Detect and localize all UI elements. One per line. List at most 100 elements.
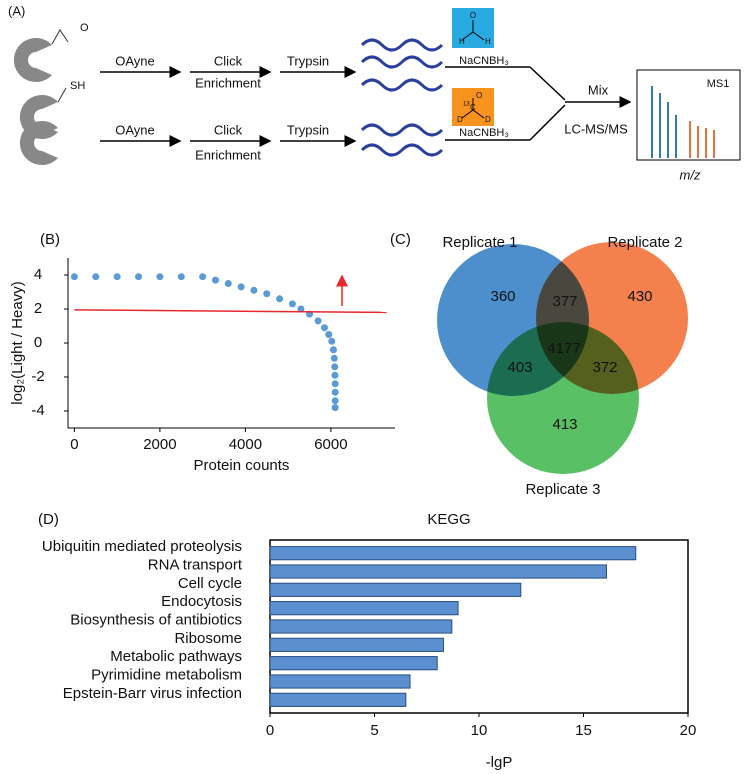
set-label: Replicate 2 bbox=[607, 234, 682, 251]
threshold-line bbox=[74, 309, 387, 314]
peptides bbox=[360, 38, 444, 157]
category-label: RNA transport bbox=[148, 556, 243, 573]
panel-a: (A) O SH OAyne Click Enrichment Trypsin … bbox=[8, 3, 741, 182]
atom: H bbox=[485, 37, 491, 46]
bar bbox=[269, 637, 444, 652]
x-tick-label: 0 bbox=[70, 436, 78, 453]
protein bbox=[19, 120, 59, 165]
category-label: Metabolic pathways bbox=[110, 648, 242, 665]
point bbox=[331, 404, 339, 412]
panel-label: (D) bbox=[38, 511, 59, 528]
region-count: 377 bbox=[552, 293, 577, 310]
y-tick-label: -2 bbox=[31, 368, 44, 385]
point bbox=[288, 300, 296, 308]
chart-title: KEGG bbox=[427, 511, 470, 528]
bar bbox=[269, 692, 407, 707]
reductant: NaCNBH₃ bbox=[459, 127, 509, 139]
category-label: Pyrimidine metabolism bbox=[91, 666, 242, 683]
bar bbox=[269, 674, 411, 689]
point bbox=[276, 295, 284, 303]
digest: Trypsin bbox=[287, 122, 329, 137]
set-circle bbox=[487, 322, 639, 474]
panel-label: (A) bbox=[8, 3, 25, 18]
point bbox=[330, 354, 338, 362]
point bbox=[320, 324, 328, 332]
y-tick-label: 4 bbox=[34, 266, 42, 283]
atom: O bbox=[476, 91, 482, 100]
point bbox=[328, 337, 336, 345]
y-tick-label: 0 bbox=[34, 334, 42, 351]
y-axis-label: log₂(Light / Heavy) bbox=[9, 281, 26, 404]
point bbox=[329, 346, 337, 354]
region-count: 360 bbox=[490, 288, 515, 305]
point bbox=[331, 371, 339, 379]
region-count: 4177 bbox=[547, 340, 580, 357]
mix: Mix bbox=[588, 82, 609, 97]
panel-label: (C) bbox=[390, 231, 411, 248]
point bbox=[325, 331, 333, 338]
atom: O bbox=[80, 22, 89, 34]
panel-label: (B) bbox=[40, 231, 60, 248]
category-label: Endocytosis bbox=[161, 593, 242, 610]
step-sub: Enrichment bbox=[195, 147, 261, 162]
region-count: 430 bbox=[627, 288, 652, 305]
bar bbox=[269, 601, 459, 616]
point bbox=[331, 363, 339, 371]
category-label: Cell cycle bbox=[178, 575, 242, 592]
atom: O bbox=[470, 11, 476, 20]
point bbox=[331, 380, 339, 388]
atom: SH bbox=[70, 80, 85, 92]
bond bbox=[461, 20, 485, 41]
bar bbox=[269, 656, 438, 671]
atom: D bbox=[457, 115, 463, 124]
reagent: OAyne bbox=[115, 53, 155, 68]
bar bbox=[269, 546, 637, 561]
instrument: LC-MS/MS bbox=[564, 121, 628, 136]
point bbox=[314, 317, 322, 325]
x-axis-label: -lgP bbox=[486, 754, 513, 771]
point bbox=[156, 273, 164, 281]
region-count: 413 bbox=[552, 416, 577, 433]
point bbox=[70, 273, 78, 281]
region-count: 372 bbox=[592, 359, 617, 376]
step-sub: Enrichment bbox=[195, 75, 261, 90]
point bbox=[237, 283, 245, 291]
x-tick-label: 2000 bbox=[143, 436, 176, 453]
point bbox=[113, 273, 121, 281]
bond bbox=[51, 29, 69, 45]
point bbox=[224, 280, 232, 287]
spectrum-box bbox=[636, 69, 741, 161]
point bbox=[211, 276, 219, 284]
x-tick-label: 15 bbox=[575, 722, 592, 739]
bar bbox=[269, 564, 607, 579]
point bbox=[92, 273, 100, 281]
bond bbox=[57, 87, 67, 103]
point bbox=[177, 273, 185, 281]
category-label: Epstein-Barr virus infection bbox=[63, 685, 242, 702]
reductant: NaCNBH₃ bbox=[459, 55, 509, 67]
category-label: Ribosome bbox=[174, 630, 242, 647]
atom: C bbox=[470, 103, 476, 112]
atom: H bbox=[459, 37, 465, 46]
reagent: OAyne bbox=[115, 122, 155, 137]
bar bbox=[269, 619, 453, 634]
step: Click bbox=[214, 53, 243, 68]
y-tick-label: 2 bbox=[34, 300, 42, 317]
protein bbox=[13, 37, 52, 82]
x-tick-label: 20 bbox=[680, 722, 697, 739]
region-count: 403 bbox=[507, 359, 532, 376]
category-label: Ubiquitin mediated proteolysis bbox=[42, 538, 242, 555]
atom: 13 bbox=[463, 102, 470, 108]
x-tick-label: 10 bbox=[471, 722, 488, 739]
set-label: Replicate 3 bbox=[525, 481, 600, 498]
x-tick-label: 0 bbox=[266, 722, 274, 739]
point bbox=[263, 290, 271, 298]
x-axis-label: Protein counts bbox=[194, 457, 290, 474]
set-label: Replicate 1 bbox=[442, 234, 517, 251]
point bbox=[297, 305, 305, 313]
point bbox=[331, 388, 339, 396]
arrows bbox=[100, 66, 632, 147]
x-tick-label: 6000 bbox=[314, 436, 347, 453]
spectrum-label: MS1 bbox=[707, 78, 730, 90]
